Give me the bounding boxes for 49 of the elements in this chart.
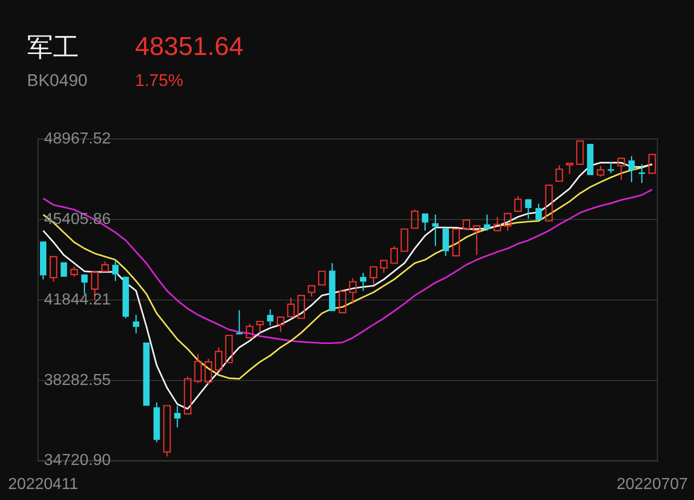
candlestick <box>297 294 306 319</box>
candlestick <box>122 276 129 319</box>
candlestick <box>360 272 366 292</box>
candlestick <box>112 259 119 282</box>
candlestick <box>628 156 635 183</box>
candlestick <box>194 353 202 384</box>
candlestick <box>587 144 594 176</box>
candlestick <box>525 199 532 220</box>
candlestick <box>225 334 233 364</box>
candlestick <box>267 308 274 326</box>
candlestick <box>174 405 181 428</box>
candlestick <box>617 158 626 180</box>
candlestick <box>462 219 470 230</box>
candlestick <box>40 241 46 280</box>
candlestick <box>555 164 564 182</box>
text: 1.75% <box>135 71 184 91</box>
candlestick <box>648 154 656 174</box>
y-tick-label: 41844.21 <box>44 291 111 308</box>
candlestick <box>236 310 242 334</box>
y-tick-label: 34720.90 <box>44 452 111 470</box>
candlestick <box>442 228 449 257</box>
candlestick <box>60 262 68 277</box>
candlestick <box>204 358 212 385</box>
candlestick <box>472 225 481 256</box>
candlestick <box>349 278 357 304</box>
candlestick <box>576 140 584 165</box>
x-tick-label: 20220411 <box>8 476 78 493</box>
candlestick <box>452 228 460 256</box>
y-tick-label: 48967.52 <box>44 130 111 148</box>
candlestick <box>566 162 574 175</box>
candlestick <box>328 262 336 312</box>
candlestick <box>432 214 439 247</box>
candlestick <box>504 212 512 232</box>
candlestick <box>400 228 408 252</box>
text: 48351.64 <box>135 31 244 62</box>
candlestick <box>81 274 88 294</box>
candlestick <box>143 342 150 406</box>
candlestick <box>638 164 646 184</box>
candlestick <box>154 402 160 443</box>
candlestick <box>608 161 614 174</box>
y-tick-label: 38282.55 <box>44 372 111 389</box>
candlestick <box>132 314 140 334</box>
chart-title: 军工 <box>27 32 79 65</box>
candlestick <box>318 270 326 286</box>
candlestick <box>545 184 553 222</box>
x-tick-label: 20220707 <box>616 476 688 493</box>
chart-subtitle: BK0490 <box>27 71 88 91</box>
candlestick <box>338 290 346 314</box>
candlestick <box>380 260 388 274</box>
